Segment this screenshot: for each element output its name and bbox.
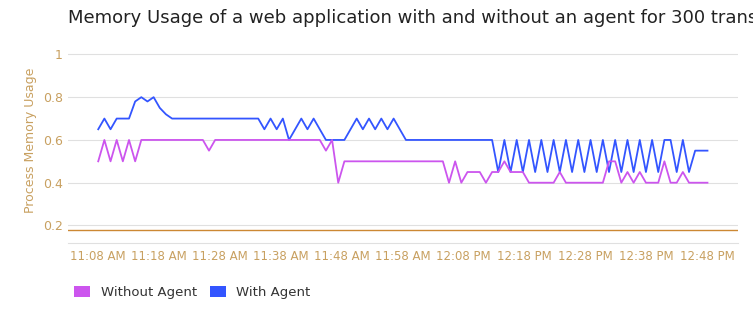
Y-axis label: Process Memory Usage: Process Memory Usage: [24, 67, 38, 213]
Text: Memory Usage of a web application with and without an agent for 300 transactions: Memory Usage of a web application with a…: [68, 9, 753, 27]
Legend: Without Agent, With Agent: Without Agent, With Agent: [75, 286, 311, 299]
